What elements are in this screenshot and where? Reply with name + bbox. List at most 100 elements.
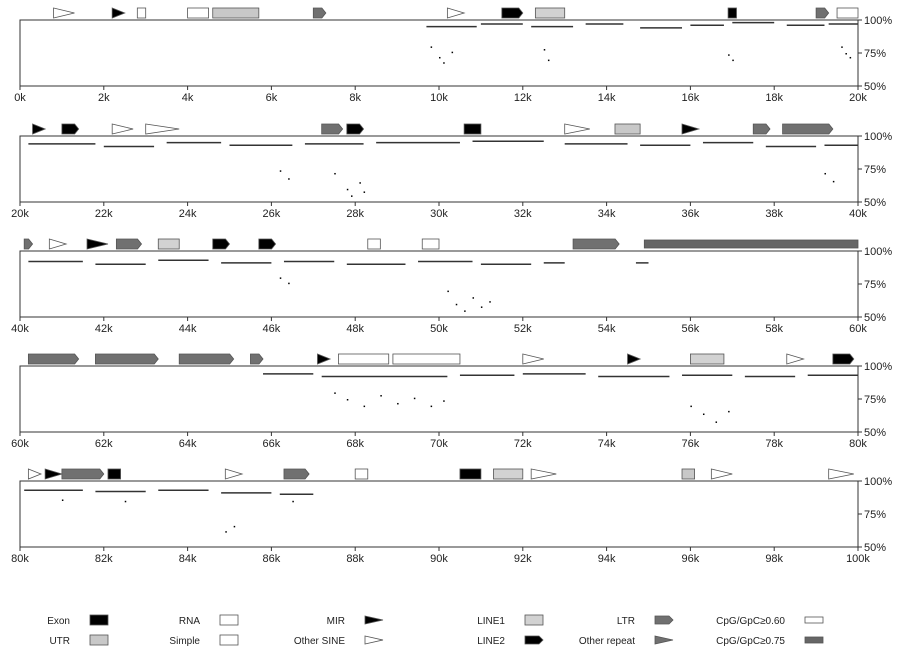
legend-swatch-ltr (654, 615, 674, 625)
x-tick-label: 32k (514, 208, 532, 220)
x-tick-label: 42k (95, 323, 113, 335)
y-tick-label: 100% (864, 476, 892, 488)
legend-swatch-cpg_075 (804, 636, 824, 644)
feature-simple (354, 468, 369, 480)
legend-swatch-other_repeat (654, 635, 674, 645)
feature-other_sine (564, 123, 590, 135)
methylation-point (447, 290, 449, 293)
feature-ltr (61, 468, 105, 480)
feature-rna (836, 7, 859, 19)
methylation-point (292, 500, 294, 503)
legend-label: Other repeat (579, 636, 635, 647)
methylation-point (832, 180, 835, 183)
x-tick-label: 16k (682, 92, 700, 104)
legend-label: LINE1 (477, 616, 505, 627)
x-tick-label: 62k (95, 438, 113, 450)
legend-label: Other SINE (294, 636, 345, 647)
feature-utr (212, 7, 260, 19)
feature-line2 (212, 238, 231, 250)
feature-other_sine (145, 123, 180, 135)
legend-label: RNA (179, 616, 200, 627)
x-tick-label: 48k (346, 323, 364, 335)
x-tick-label: 76k (682, 438, 700, 450)
methylation-point (346, 399, 349, 401)
legend-swatch-line1 (524, 614, 544, 626)
feature-mir (32, 123, 47, 135)
x-tick-label: 34k (598, 208, 616, 220)
methylation-point (702, 413, 705, 416)
methylation-point (690, 405, 692, 408)
x-tick-label: 80k (11, 553, 29, 565)
y-tick-label: 75% (864, 164, 886, 176)
methylation-point (489, 301, 491, 303)
feature-exon (463, 123, 482, 135)
methylation-point (715, 421, 718, 423)
feature-line1 (690, 353, 725, 365)
feature-other_sine (224, 468, 244, 480)
x-tick-label: 18k (765, 92, 783, 104)
feature-mir (681, 123, 701, 135)
feature-simple (367, 238, 381, 250)
methylation-point (728, 54, 730, 56)
x-tick-label: 40k (11, 323, 29, 335)
feature-rna (187, 7, 209, 19)
feature-ltr (283, 468, 310, 480)
x-tick-label: 92k (514, 553, 532, 565)
methylation-point (380, 395, 382, 397)
feature-line2 (61, 123, 80, 135)
feature-other_sine (522, 353, 544, 365)
feature-exon (459, 468, 482, 480)
y-tick-label: 75% (864, 394, 886, 406)
feature-exon (727, 7, 737, 19)
methylation-point (288, 178, 290, 180)
feature-ltr (250, 353, 264, 365)
legend-label: Simple (169, 636, 200, 647)
methylation-point (451, 51, 454, 54)
x-tick-label: 54k (598, 323, 616, 335)
feature-exon (107, 468, 121, 480)
feature-ltr (321, 123, 344, 135)
methylation-point (397, 402, 399, 405)
methylation-point (334, 392, 336, 394)
x-tick-label: 30k (430, 208, 448, 220)
methylation-point (413, 397, 416, 400)
x-tick-label: 50k (430, 323, 448, 335)
x-tick-label: 88k (346, 553, 364, 565)
x-tick-label: 84k (179, 553, 197, 565)
feature-simple (421, 238, 440, 250)
y-tick-label: 100% (864, 246, 892, 258)
x-tick-label: 10k (430, 92, 448, 104)
x-tick-label: 8k (349, 92, 361, 104)
x-tick-label: 4k (182, 92, 194, 104)
x-tick-label: 28k (346, 208, 364, 220)
methylation-point (233, 525, 236, 528)
methylation-point (351, 195, 353, 197)
legend-label: Exon (47, 616, 70, 627)
methylation-point (443, 62, 445, 64)
feature-line1 (534, 7, 566, 19)
x-tick-label: 96k (682, 553, 700, 565)
x-tick-label: 94k (598, 553, 616, 565)
x-tick-label: 40k (849, 208, 867, 220)
x-tick-label: 44k (179, 323, 197, 335)
feature-line2 (346, 123, 365, 135)
methylation-point (728, 410, 730, 413)
legend-swatch-other_sine (364, 635, 384, 645)
methylation-point (359, 182, 361, 184)
x-tick-label: 6k (266, 92, 278, 104)
methylation-point (845, 53, 847, 55)
methylation-point (279, 277, 282, 279)
feature-ltr (95, 353, 159, 365)
legend-label: LTR (617, 616, 635, 627)
feature-rna (136, 7, 147, 19)
feature-other_sine (530, 468, 557, 480)
feature-mir (317, 353, 332, 365)
feature-line1 (157, 238, 180, 250)
y-tick-label: 50% (864, 312, 886, 324)
x-tick-label: 14k (598, 92, 616, 104)
feature-other_sine (828, 468, 854, 480)
methylation-point (849, 56, 852, 59)
methylation-point (430, 46, 433, 48)
feature-utr (614, 123, 641, 135)
x-tick-label: 78k (765, 438, 783, 450)
